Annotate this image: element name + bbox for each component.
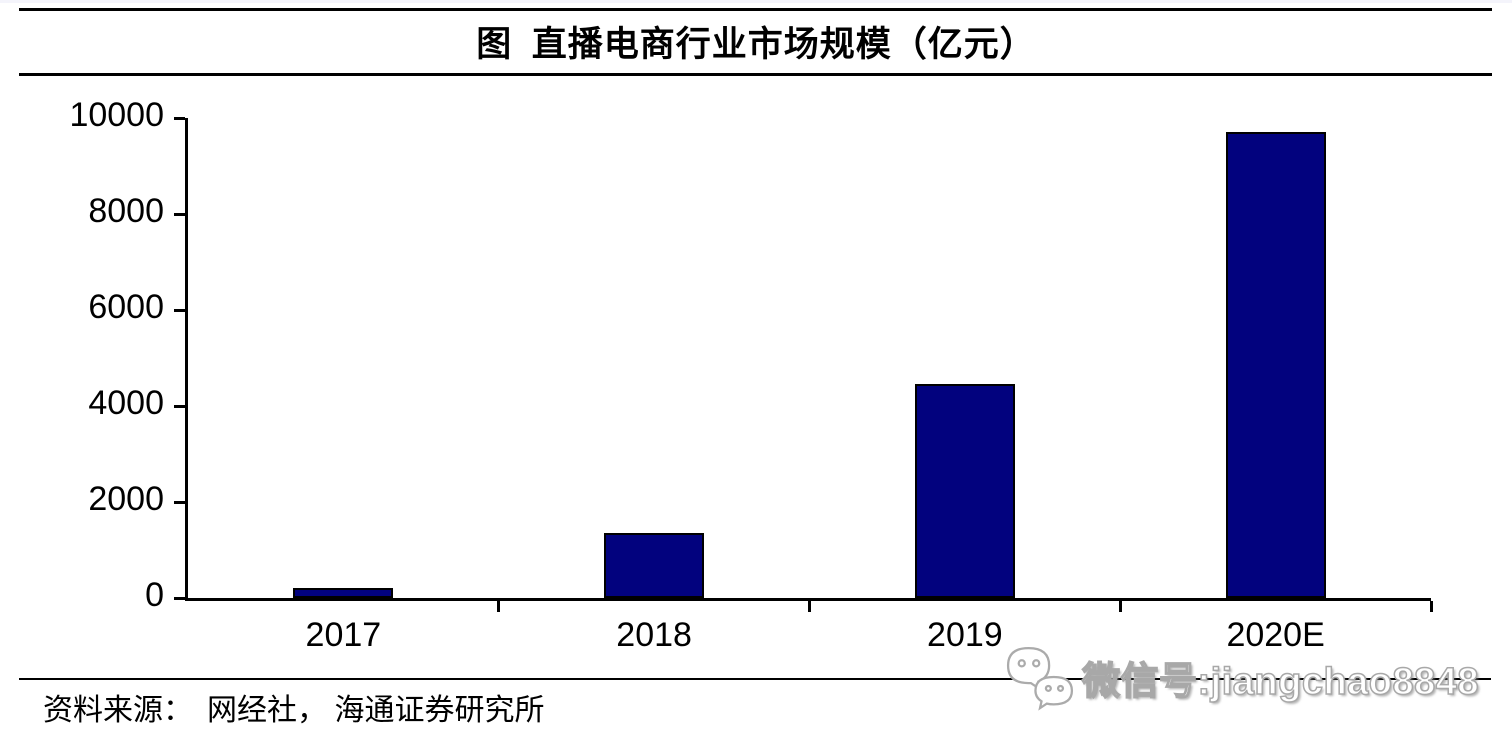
x-tick-label-2018: 2018 <box>616 616 692 654</box>
x-tick-label-2019: 2019 <box>927 616 1003 654</box>
bar-2019 <box>914 384 1015 598</box>
plot-area: 0 2000 4000 6000 8000 10000 2017 2018 2019 2020E <box>69 96 1433 654</box>
title-top-rule <box>19 8 1492 11</box>
source-line: 资料来源： 网经社， 海通证券研究所 <box>43 685 545 729</box>
y-tick-label-8000: 8000 <box>88 192 164 230</box>
y-tick-label-0: 0 <box>145 576 164 614</box>
source-label: 资料来源： <box>43 694 193 727</box>
y-tick-label-10000: 10000 <box>69 96 164 134</box>
x-tick-1 <box>497 601 501 612</box>
watermark-text: 微信号:jiangchao8848 <box>1081 660 1480 704</box>
y-tick-6000 <box>174 308 185 312</box>
x-tick-label-2020E: 2020E <box>1226 616 1325 654</box>
y-tick-2000 <box>174 500 185 504</box>
bar-2017 <box>293 588 394 598</box>
y-tick-label-6000: 6000 <box>88 288 164 326</box>
chart-title: 图 直播电商行业市场规模（亿元） <box>476 25 1036 64</box>
y-tick-label-2000: 2000 <box>88 480 164 518</box>
bar-2020E <box>1225 132 1326 598</box>
y-tick-0 <box>174 596 185 600</box>
x-tick-label-2017: 2017 <box>305 616 382 654</box>
footer-rule <box>19 678 1491 680</box>
window-top-strip <box>0 0 1512 3</box>
y-tick-8000 <box>174 212 185 216</box>
y-tick-10000 <box>174 116 185 120</box>
title-bottom-rule <box>19 73 1492 76</box>
y-tick-4000 <box>174 404 185 408</box>
bar-2018 <box>604 533 705 598</box>
source-text: 网经社， 海通证券研究所 <box>207 694 545 727</box>
x-tick-4 <box>1429 601 1433 612</box>
y-tick-label-4000: 4000 <box>88 384 164 422</box>
x-tick-2 <box>808 601 811 612</box>
x-tick-3 <box>1118 601 1122 612</box>
